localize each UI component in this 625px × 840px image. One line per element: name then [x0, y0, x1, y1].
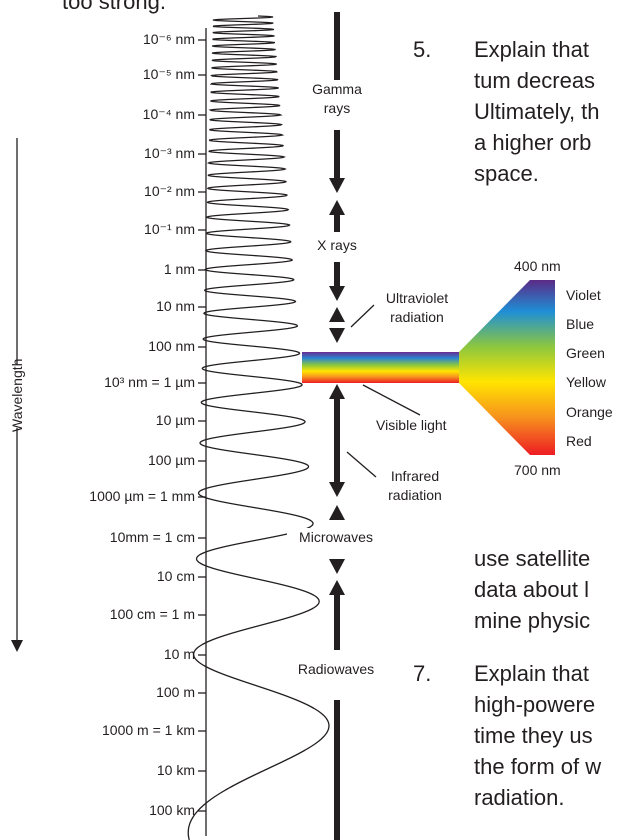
top-text-fragment: too strong.	[62, 0, 166, 14]
visible-leader	[362, 384, 421, 416]
tick-label: 1000 µm = 1 mm	[89, 488, 195, 504]
tick-label: 10⁻³ nm	[144, 145, 195, 161]
wavelength-axis-label: Wavelength	[9, 358, 25, 432]
tick-label: 100 m	[156, 684, 195, 700]
ultraviolet-label: Ultraviolet radiation	[385, 290, 449, 325]
tick-label: 10⁻¹ nm	[144, 221, 195, 237]
item-5-number: 5.	[413, 37, 432, 62]
item-7-text: Explain that high-powere time they us th…	[474, 661, 602, 810]
color-label-green: Green	[566, 345, 605, 361]
tick-label: 100 nm	[148, 338, 195, 354]
spectrum-700nm-label: 700 nm	[514, 462, 561, 478]
item-5-text: Explain that tum decreas Ultimately, th …	[474, 37, 600, 186]
middle-text: use satellite data about l mine physic	[474, 546, 591, 633]
tick-label: 10⁻⁶ nm	[142, 31, 195, 47]
tick-label: 10⁻² nm	[144, 183, 195, 199]
tick-label: 1000 m = 1 km	[102, 722, 195, 738]
tick-label: 10 km	[156, 762, 195, 778]
infrared-label: Infrared radiation	[388, 468, 442, 503]
tick-label: 10 m	[163, 646, 195, 662]
radiowaves-label: Radiowaves	[287, 660, 385, 679]
tick-label: 10⁻⁴ nm	[142, 106, 195, 122]
wavelength-arrow-head	[11, 640, 23, 652]
spectrum-strip	[530, 280, 555, 455]
band-arrows	[329, 12, 345, 840]
tick-label: 100 km	[149, 802, 195, 818]
visible-light-label: Visible light	[376, 417, 447, 433]
color-label-orange: Orange	[566, 404, 613, 420]
tick-label: 1 nm	[163, 261, 195, 277]
tick-label: 100 µm	[148, 452, 195, 468]
color-label-blue: Blue	[566, 316, 595, 332]
x-rays-label: X rays	[300, 236, 374, 255]
tick-label: 10 nm	[156, 298, 195, 314]
tick-label: 10³ nm = 1 µm	[104, 374, 195, 390]
item-7-number: 7.	[413, 661, 432, 686]
tick-label: 10⁻⁵ nm	[142, 66, 195, 82]
uv-leader	[350, 304, 375, 328]
wave-curve	[187, 15, 330, 840]
spectrum-400nm-label: 400 nm	[514, 258, 561, 274]
tick-label: 100 cm = 1 m	[109, 606, 195, 622]
color-label-yellow: Yellow	[566, 374, 606, 390]
ir-leader	[346, 451, 377, 478]
microwaves-label: Microwaves	[287, 528, 385, 547]
tick-label: 10 cm	[156, 568, 195, 584]
visible-light-bar	[302, 352, 459, 383]
gamma-rays-label: Gamma rays	[300, 80, 374, 118]
color-label-violet: Violet	[566, 287, 601, 303]
color-label-red: Red	[566, 433, 592, 449]
scale-tick-marks	[198, 39, 206, 812]
tick-label: 10mm = 1 cm	[109, 529, 195, 545]
tick-label: 10 µm	[155, 412, 195, 428]
